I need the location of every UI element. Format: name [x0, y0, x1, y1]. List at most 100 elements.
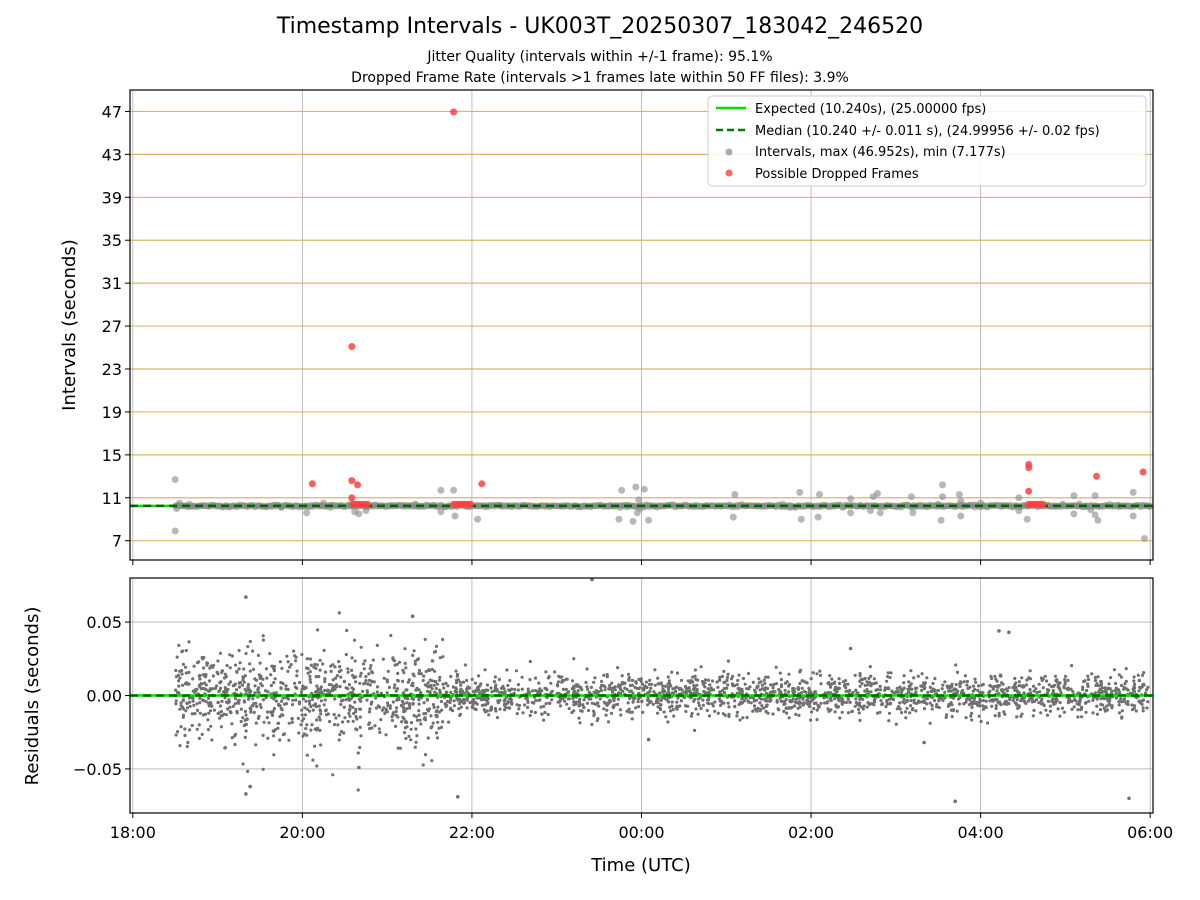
- residual-point: [342, 731, 346, 735]
- residual-point: [993, 674, 997, 678]
- residual-point: [768, 691, 772, 695]
- residual-point: [1093, 691, 1097, 695]
- residual-point: [557, 674, 561, 679]
- residual-point: [925, 697, 930, 701]
- residual-point: [435, 713, 439, 718]
- residual-point: [339, 675, 343, 679]
- residual-point: [300, 713, 304, 717]
- residual-point: [1012, 685, 1016, 689]
- residual-point: [266, 736, 270, 740]
- interval-point: [437, 508, 445, 516]
- residual-point: [229, 711, 233, 715]
- residual-point: [793, 704, 797, 708]
- intervals-y-tick-label: 31: [102, 274, 122, 293]
- residual-point: [343, 716, 347, 720]
- residual-point: [994, 677, 998, 681]
- residual-point: [455, 681, 459, 685]
- residual-point: [766, 686, 770, 691]
- residual-point: [800, 686, 804, 690]
- residual-point: [590, 701, 594, 705]
- residual-point: [319, 685, 323, 689]
- residual-point: [544, 702, 548, 706]
- residual-point: [729, 677, 734, 681]
- residual-point: [1112, 668, 1116, 672]
- residual-point: [403, 726, 407, 730]
- residual-point: [272, 681, 276, 685]
- residual-point: [370, 700, 374, 704]
- residual-point: [382, 706, 386, 710]
- residual-point: [1014, 688, 1019, 692]
- residual-point: [697, 701, 701, 705]
- residual-point: [1040, 697, 1044, 701]
- residual-point: [763, 681, 767, 685]
- residual-point: [533, 710, 538, 715]
- residual-point: [402, 710, 406, 714]
- residual-point: [459, 705, 463, 709]
- residual-point: [1058, 681, 1062, 685]
- residual-point: [223, 746, 227, 750]
- residual-point: [311, 758, 315, 762]
- residual-point: [441, 637, 445, 642]
- residual-point: [710, 702, 714, 706]
- residual-point: [726, 683, 730, 687]
- residual-point: [207, 679, 212, 683]
- residual-point: [733, 705, 737, 709]
- residual-point: [1045, 679, 1049, 683]
- residual-point: [367, 721, 372, 725]
- residual-point: [308, 702, 312, 706]
- residual-point: [239, 720, 243, 724]
- interval-point: [437, 486, 445, 494]
- residual-point: [878, 710, 882, 714]
- residual-point: [237, 685, 242, 689]
- residual-point: [829, 698, 833, 703]
- residual-point: [586, 708, 591, 713]
- residual-point: [990, 676, 994, 681]
- residual-point: [628, 689, 632, 694]
- residual-point: [426, 681, 430, 685]
- residual-point: [492, 680, 496, 684]
- residual-point: [973, 677, 977, 681]
- residual-point: [923, 682, 927, 687]
- residual-point: [610, 690, 615, 694]
- residual-point: [922, 740, 926, 745]
- residual-point: [764, 675, 768, 679]
- residual-point: [1032, 708, 1036, 713]
- residual-point: [771, 712, 775, 716]
- residual-point: [546, 712, 550, 717]
- residual-point: [471, 703, 475, 708]
- residual-point: [838, 681, 842, 686]
- residual-point: [1105, 708, 1110, 712]
- interval-point: [1015, 494, 1023, 502]
- residual-point: [807, 702, 811, 706]
- residual-point: [417, 713, 421, 717]
- residual-point: [863, 689, 867, 693]
- residual-point: [1062, 684, 1066, 689]
- residual-point: [955, 670, 960, 675]
- residual-point: [241, 762, 245, 766]
- residual-point: [377, 727, 381, 731]
- residual-point: [453, 689, 457, 693]
- residual-point: [219, 680, 223, 684]
- residual-point: [265, 676, 269, 680]
- residual-point: [915, 686, 919, 690]
- residual-point: [183, 733, 187, 738]
- residual-point: [1003, 712, 1007, 716]
- interval-point: [1094, 516, 1102, 524]
- residual-point: [612, 696, 616, 700]
- residual-point: [385, 680, 389, 684]
- residual-point: [292, 649, 296, 653]
- residual-point: [1142, 671, 1146, 675]
- residual-point: [963, 674, 968, 678]
- residual-point: [351, 691, 355, 695]
- residual-point: [1044, 708, 1048, 712]
- residual-point: [576, 689, 580, 693]
- residual-point: [1034, 687, 1038, 691]
- residual-point: [242, 667, 246, 671]
- residual-point: [254, 701, 258, 705]
- residual-point: [716, 711, 720, 715]
- residual-point: [691, 680, 695, 684]
- residual-point: [858, 679, 862, 683]
- residual-point: [1125, 687, 1129, 691]
- interval-point: [1070, 492, 1078, 500]
- residual-point: [594, 689, 599, 693]
